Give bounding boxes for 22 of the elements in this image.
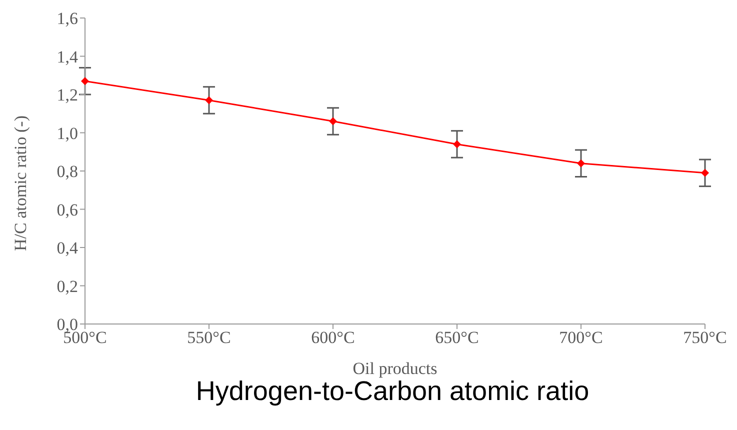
point — [81, 77, 89, 86]
y-tick-label: 1,4 — [56, 47, 78, 66]
x-tick-label: 750°C — [683, 328, 727, 348]
point — [329, 117, 337, 126]
y-axis-title: H/C atomic ratio (-) — [11, 116, 30, 251]
text: Hydrogen-to-Carbon atomic ratio — [194, 376, 590, 407]
x-tick-label: 600°C — [311, 328, 355, 348]
point — [453, 140, 461, 148]
y-tick-label: 0,2 — [56, 276, 78, 296]
y-tick-label: 1,0 — [56, 124, 78, 143]
y-tick-label: 1,6 — [56, 9, 78, 28]
y-tick-label: 1,2 — [56, 86, 78, 105]
point — [701, 168, 709, 177]
x-tick-label: 550°C — [187, 328, 231, 348]
point — [205, 96, 213, 104]
y-tick-label: 0,6 — [56, 200, 78, 220]
x-tick-label: 700°C — [559, 328, 603, 348]
x-tick-label: 650°C — [435, 328, 479, 348]
y-tick-label: 0,8 — [56, 162, 78, 182]
y-tick-label: 0,4 — [56, 238, 78, 258]
x-axis-title: Oil products — [352, 359, 438, 378]
point — [577, 159, 585, 168]
